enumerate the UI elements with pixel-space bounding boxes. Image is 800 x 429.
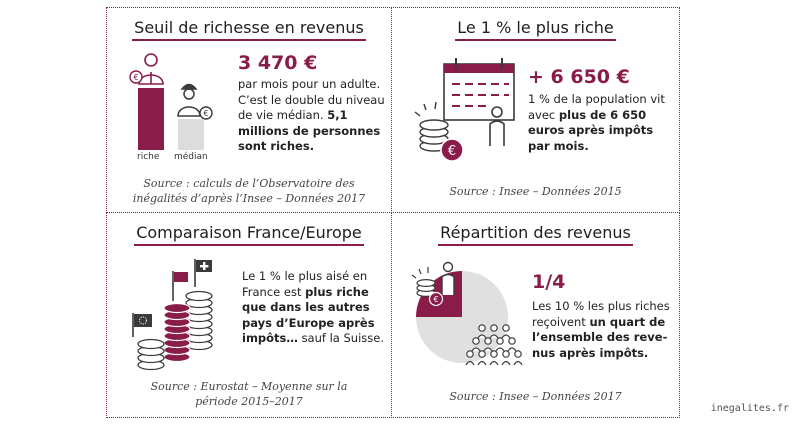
person-icon (441, 261, 455, 295)
panel-income-distribution: Répartition des revenus € 1/4 Les 10 % l… (391, 212, 680, 418)
panel-wealth-threshold: Seuil de richesse en revenus € € riche m… (106, 7, 392, 213)
coin-stack-icon (419, 119, 449, 152)
calendar-icon (443, 58, 515, 121)
svg-text:€: € (203, 109, 208, 118)
coin-stack-icon (163, 302, 191, 363)
median-bar (178, 119, 204, 150)
coin-stack-icon (185, 290, 213, 351)
swiss-flag-icon (194, 259, 212, 287)
rich-bar (138, 88, 164, 150)
panel-france-europe: Comparaison France/Europe (106, 212, 392, 418)
panel-title: Seuil de richesse en revenus (132, 18, 366, 41)
description: Les 10 % les plus riches reçoivent un qu… (532, 299, 670, 360)
svg-text:€: € (433, 295, 438, 304)
calendar-money-figure: € (414, 58, 515, 162)
description: 1 % de la population vit avec plus de 6 … (528, 92, 665, 153)
source-note: Source : calculs de l’Observatoire des i… (132, 177, 366, 205)
coin-stacks-figure (132, 259, 213, 371)
site-credit: inegalites.fr (710, 403, 789, 414)
euro-coin-icon: € (428, 291, 444, 307)
label-median: médian (174, 152, 208, 162)
source-note: Source : Insee – Données 2017 (449, 390, 622, 403)
svg-text:€: € (133, 73, 138, 82)
label-rich: riche (137, 152, 160, 162)
pie-crowd-figure: € (411, 261, 523, 366)
panel-top-one-percent: Le 1 % le plus riche € (391, 7, 680, 213)
key-figure: 1/4 (532, 271, 566, 293)
panel-title: Comparaison France/Europe (134, 223, 364, 246)
euro-coin-icon: € (440, 138, 464, 162)
person-icon (489, 106, 505, 146)
source-note: Source : Insee – Données 2015 (449, 185, 622, 198)
rich-person-icon (138, 53, 164, 85)
coin-stack-icon (416, 279, 436, 297)
svg-text:€: € (448, 144, 456, 159)
description: Le 1 % le plus aisé en France est plus r… (242, 269, 384, 345)
euro-coin-icon: € (129, 70, 143, 84)
eu-flag-icon (132, 313, 152, 337)
euro-coin-icon: € (199, 106, 213, 120)
description: par mois pour un adulte. C’est le double… (238, 77, 385, 153)
median-person-icon (177, 83, 201, 117)
panel-title: Répartition des revenus (438, 223, 633, 246)
coin-stack-icon (137, 338, 165, 371)
bar-comparison-figure: € € (129, 53, 213, 150)
key-figure: + 6 650 € (528, 66, 630, 88)
crowd-icon (465, 324, 523, 366)
panel-title: Le 1 % le plus riche (455, 18, 616, 41)
source-note: Source : Eurostat – Moyenne sur la pério… (150, 380, 348, 408)
key-figure: 3 470 € (238, 52, 318, 74)
